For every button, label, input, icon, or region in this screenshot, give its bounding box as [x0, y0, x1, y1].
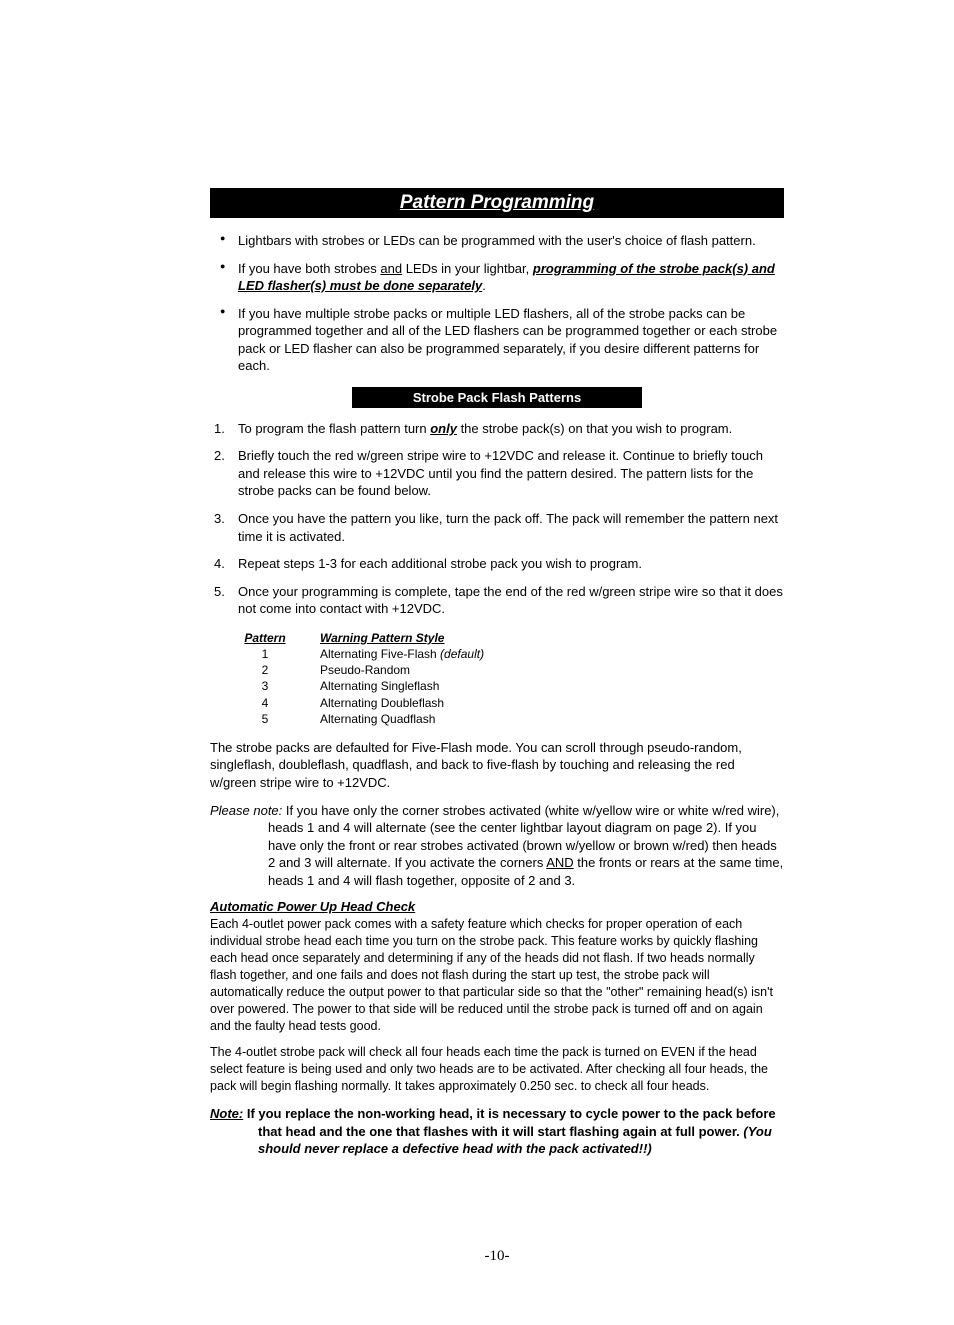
- bullet-2: If you have both strobes and LEDs in you…: [210, 260, 784, 295]
- pattern-row: 5 Alternating Quadflash: [210, 711, 784, 727]
- pattern-row: 1 Alternating Five-Flash (default): [210, 646, 784, 662]
- default-paragraph: The strobe packs are defaulted for Five-…: [210, 739, 784, 792]
- bullet-3: If you have multiple strobe packs or mul…: [210, 305, 784, 375]
- final-note-label: Note:: [210, 1106, 243, 1121]
- program-steps: To program the flash pattern turn only t…: [210, 420, 784, 618]
- pattern-col-header: Pattern: [210, 630, 320, 646]
- pattern-style: Alternating Singleflash: [320, 678, 520, 694]
- step-4: Repeat steps 1-3 for each additional str…: [210, 555, 784, 573]
- auto-head-p2: The 4-outlet strobe pack will check all …: [210, 1044, 784, 1095]
- pattern-num: 4: [210, 695, 320, 711]
- bullet-2-and: and: [380, 261, 402, 276]
- bullet-2-pre: If you have both strobes: [238, 261, 380, 276]
- final-note: Note: If you replace the non-working hea…: [210, 1105, 784, 1158]
- pattern-table: Pattern Warning Pattern Style 1 Alternat…: [210, 630, 784, 727]
- pattern-style: Alternating Quadflash: [320, 711, 520, 727]
- please-note-and: AND: [546, 855, 573, 870]
- auto-head-p1: Each 4-outlet power pack comes with a sa…: [210, 916, 784, 1034]
- step-1-only: only: [430, 421, 457, 436]
- document-page: Pattern Programming Lightbars with strob…: [0, 0, 954, 1325]
- style-col-header: Warning Pattern Style: [320, 630, 520, 646]
- please-note-label: Please note:: [210, 803, 282, 818]
- final-note-body: If you replace the non-working head, it …: [243, 1106, 775, 1139]
- pattern-style: Alternating Doubleflash: [320, 695, 520, 711]
- page-number: -10-: [210, 1248, 784, 1265]
- step-3: Once you have the pattern you like, turn…: [210, 510, 784, 545]
- step-2: Briefly touch the red w/green stripe wir…: [210, 447, 784, 500]
- section-title: Pattern Programming: [210, 188, 784, 218]
- pattern-num: 1: [210, 646, 320, 662]
- pattern-table-header: Pattern Warning Pattern Style: [210, 630, 784, 646]
- please-note-block: Please note: If you have only the corner…: [210, 802, 784, 890]
- auto-head-check-title: Automatic Power Up Head Check: [210, 899, 784, 914]
- pattern-num: 3: [210, 678, 320, 694]
- pattern-style-text: Alternating Five-Flash: [320, 647, 440, 661]
- pattern-style: Pseudo-Random: [320, 662, 520, 678]
- pattern-style: Alternating Five-Flash (default): [320, 646, 520, 662]
- pattern-num: 2: [210, 662, 320, 678]
- step-1-post: the strobe pack(s) on that you wish to p…: [457, 421, 732, 436]
- bullet-1: Lightbars with strobes or LEDs can be pr…: [210, 232, 784, 250]
- bullet-2-post: .: [482, 278, 486, 293]
- pattern-num: 5: [210, 711, 320, 727]
- pattern-row: 4 Alternating Doubleflash: [210, 695, 784, 711]
- step-1-pre: To program the flash pattern turn: [238, 421, 430, 436]
- strobe-subheader: Strobe Pack Flash Patterns: [352, 387, 642, 408]
- pattern-default-tag: (default): [440, 647, 484, 661]
- step-5: Once your programming is complete, tape …: [210, 583, 784, 618]
- intro-bullets: Lightbars with strobes or LEDs can be pr…: [210, 232, 784, 375]
- pattern-row: 3 Alternating Singleflash: [210, 678, 784, 694]
- bullet-2-mid: LEDs in your lightbar,: [402, 261, 533, 276]
- pattern-row: 2 Pseudo-Random: [210, 662, 784, 678]
- step-1: To program the flash pattern turn only t…: [210, 420, 784, 438]
